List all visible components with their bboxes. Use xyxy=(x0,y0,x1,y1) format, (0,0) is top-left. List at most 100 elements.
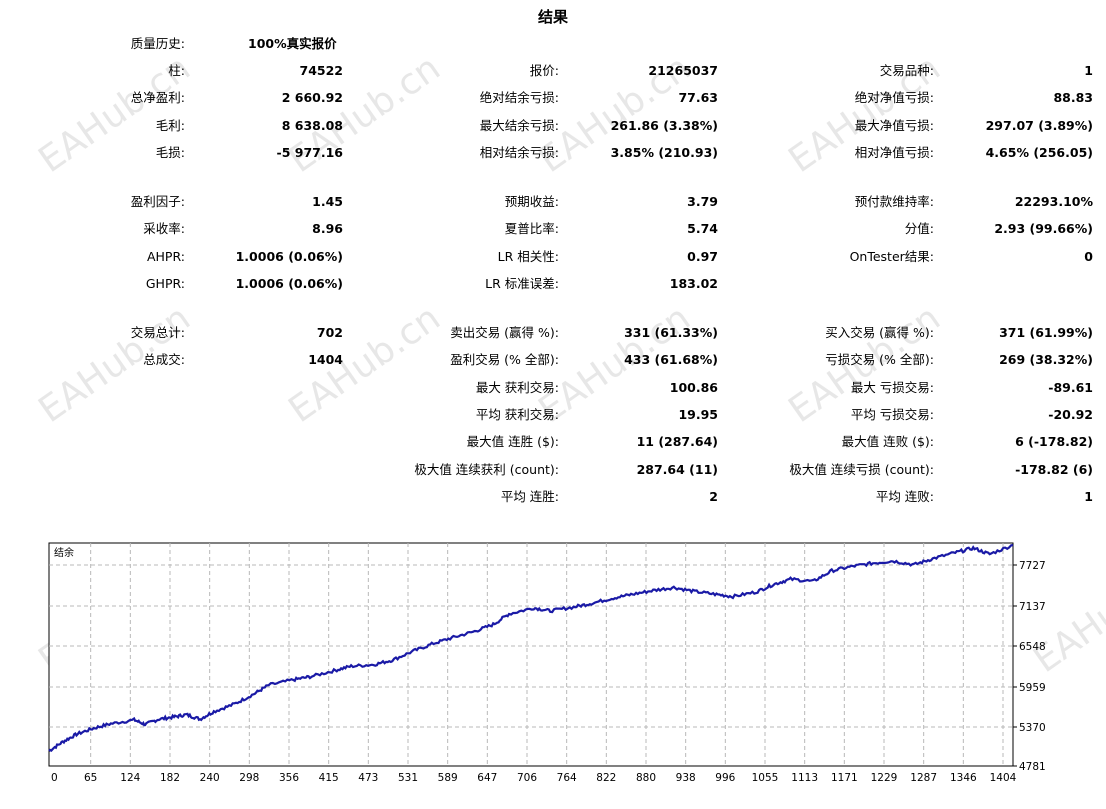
stat-value: 3.79 xyxy=(687,194,718,209)
stat-label: 总净盈利: xyxy=(130,90,185,105)
stats-row: 毛损: -5 977.16 相对结余亏损: 3.85% (210.93) 相对净值亏损:… xyxy=(0,143,1106,163)
x-tick-label: 1055 xyxy=(752,772,779,784)
stat-label: 绝对结余亏损: xyxy=(479,90,559,105)
stats-row: 交易总计: 702 卖出交易 (赢得 %): 331 (61.33%) 买入交易 (赢得… xyxy=(0,323,1106,343)
stat-label: 最大净值亏损: xyxy=(854,118,934,133)
stat-label: 相对净值亏损: xyxy=(854,145,934,160)
x-tick-label: 1404 xyxy=(990,772,1017,784)
stat-value: 702 xyxy=(316,325,343,340)
stats-row: AHPR: 1.0006 (0.06%) LR 相关性: 0.97 OnTester结果… xyxy=(0,247,1106,267)
stat-value: 1.45 xyxy=(312,194,343,209)
stat-value: 1.0006 (0.06%) xyxy=(235,249,343,264)
stat-value: -89.61 xyxy=(1048,380,1093,395)
stats-row: GHPR: 1.0006 (0.06%) LR 标准误差: 183.02 xyxy=(0,274,1106,294)
stat-value: 2 xyxy=(709,489,718,504)
x-axis: 0 65 124 182 240 298 356 415 473 531 589 647 706 764 8… xyxy=(51,772,1017,784)
history-quality-label: 质量历史: xyxy=(130,36,185,51)
stat-label: LR 标准误差: xyxy=(485,276,559,291)
x-tick-label: 124 xyxy=(120,772,140,784)
stat-value: 11 (287.64) xyxy=(636,434,718,449)
stats-row: 平均 连胜: 2 平均 连败: 1 xyxy=(0,487,1106,507)
stat-value: 1404 xyxy=(308,352,343,367)
stat-label: 交易总计: xyxy=(130,325,185,340)
stat-value: 6 (-178.82) xyxy=(1015,434,1093,449)
plot-area xyxy=(48,542,1014,767)
x-tick-label: 473 xyxy=(358,772,378,784)
x-tick-label: 589 xyxy=(438,772,458,784)
stat-label: 交易品种: xyxy=(879,63,934,78)
stat-value: 4.65% (256.05) xyxy=(985,145,1093,160)
stats-row: 最大值 连胜 ($): 11 (287.64) 最大值 连败 ($): 6 (-178… xyxy=(0,432,1106,452)
stat-value: 21265037 xyxy=(648,63,718,78)
stat-value: 183.02 xyxy=(669,276,718,291)
balance-chart-svg: 7727 7137 6548 5959 5370 4781 0 65 124 182 240 298… xyxy=(48,542,1046,784)
x-tick-label: 938 xyxy=(676,772,696,784)
stat-value: 1 xyxy=(1084,63,1093,78)
x-tick-label: 706 xyxy=(517,772,537,784)
stat-value: 1 xyxy=(1084,489,1093,504)
stat-label: 极大值 连续获利 (count): xyxy=(414,462,559,477)
stat-value: 8 638.08 xyxy=(281,118,343,133)
stats-row: 最大 获利交易: 100.86 最大 亏损交易: -89.61 xyxy=(0,378,1106,398)
stat-label: 柱: xyxy=(168,63,185,78)
y-tick-label: 7137 xyxy=(1019,601,1046,613)
stat-value: 2.93 (99.66%) xyxy=(994,221,1093,236)
y-tick-label: 5959 xyxy=(1019,682,1046,694)
x-tick-label: 880 xyxy=(636,772,656,784)
x-tick-label: 1229 xyxy=(871,772,898,784)
x-tick-label: 240 xyxy=(200,772,220,784)
stats-row: 柱: 74522 报价: 21265037 交易品种: 1 xyxy=(0,61,1106,81)
stat-value: 77.63 xyxy=(678,90,718,105)
stat-label: 采收率: xyxy=(143,221,185,236)
y-tick-label: 5370 xyxy=(1019,722,1046,734)
x-tick-label: 0 xyxy=(51,772,58,784)
y-tick-label: 4781 xyxy=(1019,761,1046,773)
x-tick-label: 764 xyxy=(557,772,577,784)
x-tick-label: 531 xyxy=(398,772,418,784)
stats-row: 总成交: 1404 盈利交易 (% 全部): 433 (61.68%) 亏损交易 (% … xyxy=(0,350,1106,370)
x-tick-label: 822 xyxy=(596,772,616,784)
stat-label: 平均 连败: xyxy=(875,489,934,504)
stat-value: 269 (38.32%) xyxy=(999,352,1093,367)
x-tick-label: 1113 xyxy=(791,772,818,784)
x-tick-label: 1287 xyxy=(910,772,937,784)
stats-row: 盈利因子: 1.45 预期收益: 3.79 预付款维持率: 22293.10% xyxy=(0,192,1106,212)
x-tick-label: 1171 xyxy=(831,772,858,784)
stat-value: -20.92 xyxy=(1048,407,1093,422)
stat-value: 1.0006 (0.06%) xyxy=(235,276,343,291)
stat-label: 平均 亏损交易: xyxy=(850,407,934,422)
x-tick-label: 1346 xyxy=(950,772,977,784)
stats-row: 毛利: 8 638.08 最大结余亏损: 261.86 (3.38%) 最大净值亏损: 2… xyxy=(0,116,1106,136)
stats-row: 采收率: 8.96 夏普比率: 5.74 分值: 2.93 (99.66%) xyxy=(0,219,1106,239)
stat-value: 100.86 xyxy=(669,380,718,395)
stat-value: 74522 xyxy=(299,63,344,78)
stat-value: -5 977.16 xyxy=(276,145,343,160)
x-tick-label: 182 xyxy=(160,772,180,784)
stat-value: 261.86 (3.38%) xyxy=(610,118,718,133)
stat-label: 相对结余亏损: xyxy=(479,145,559,160)
stat-label: 预期收益: xyxy=(504,194,559,209)
stat-label: LR 相关性: xyxy=(497,249,559,264)
report-title: 结果 xyxy=(537,8,568,26)
stats-row: 极大值 连续获利 (count): 287.64 (11) 极大值 连续亏损 (co… xyxy=(0,460,1106,480)
stat-value: 22293.10% xyxy=(1014,194,1093,209)
stats-row: 平均 获利交易: 19.95 平均 亏损交易: -20.92 xyxy=(0,405,1106,425)
x-tick-label: 65 xyxy=(84,772,97,784)
stat-label: 买入交易 (赢得 %): xyxy=(825,325,934,340)
stat-label: 极大值 连续亏损 (count): xyxy=(789,462,934,477)
series-label: 结余 xyxy=(54,546,74,559)
y-tick-label: 7727 xyxy=(1019,560,1046,572)
stat-label: OnTester结果: xyxy=(849,249,934,264)
stat-label: 总成交: xyxy=(143,352,185,367)
stat-value: 19.95 xyxy=(678,407,718,422)
stat-label: 盈利交易 (% 全部): xyxy=(450,352,559,367)
x-tick-label: 356 xyxy=(279,772,299,784)
stat-value: 0 xyxy=(1084,249,1093,264)
stat-label: 亏损交易 (% 全部): xyxy=(825,352,934,367)
stat-label: 毛利: xyxy=(155,118,185,133)
stat-label: 绝对净值亏损: xyxy=(854,90,934,105)
stat-label: 最大值 连败 ($): xyxy=(841,434,934,449)
history-quality-value: 100%真实报价 xyxy=(248,36,337,51)
stat-label: 夏普比率: xyxy=(504,221,559,236)
stat-value: 2 660.92 xyxy=(281,90,343,105)
